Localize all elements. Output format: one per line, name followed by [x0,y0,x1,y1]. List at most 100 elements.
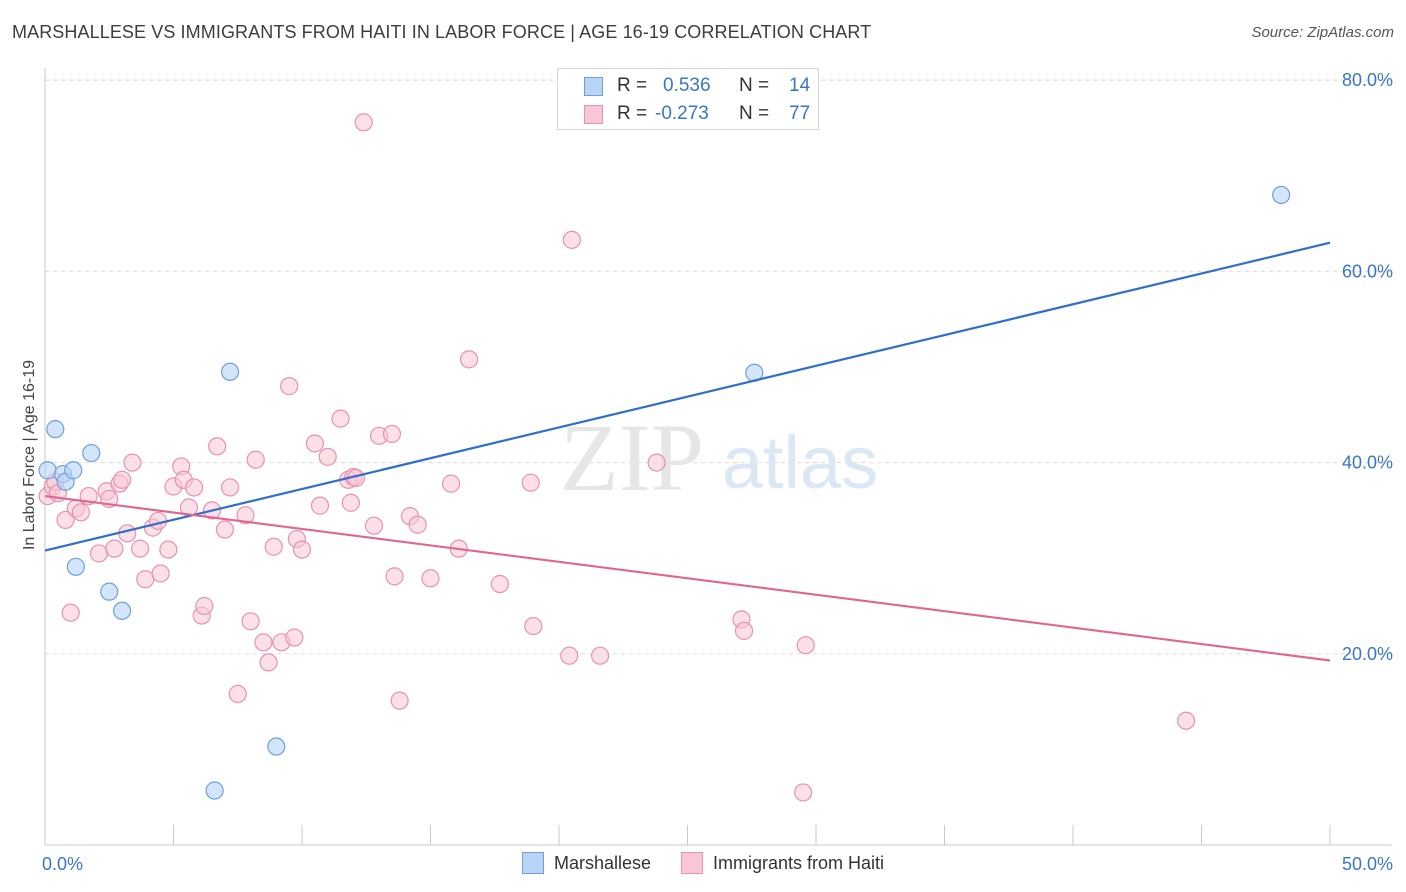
legend-swatch-haiti [584,104,603,124]
data-point-haiti [259,653,278,672]
legend-label-haiti: Immigrants from Haiti [713,852,885,873]
legend-n-value: 77 [789,103,811,124]
data-point-haiti [560,646,579,665]
legend-item-marshallese: Marshallese [521,852,651,874]
x-tick-label-end: 50.0% [1342,854,1393,874]
data-point-haiti [220,478,240,497]
data-point-haiti [292,540,312,559]
data-point-haiti [89,544,109,563]
legend-label-marshallese: Marshallese [553,852,651,873]
data-point-haiti [215,520,234,539]
legend-n-label: N = [739,75,770,96]
data-point-marshallese [100,582,119,601]
data-point-haiti [310,496,330,515]
legend-r-value: -0.273 [655,103,709,124]
data-point-haiti [421,569,440,588]
legend-r-value: 0.536 [663,75,711,96]
data-point-haiti [208,437,227,456]
legend-r-label: R = [617,103,648,124]
data-point-marshallese [112,601,132,620]
data-point-haiti [61,603,80,622]
data-point-haiti [228,684,247,704]
data-point-haiti [354,113,373,132]
data-point-haiti [246,450,265,469]
data-point-haiti [331,409,350,428]
data-point-haiti [562,230,581,249]
data-point-haiti [796,636,815,655]
data-point-haiti [285,628,304,647]
data-point-haiti [136,570,155,589]
data-point-haiti [112,470,132,489]
data-point-marshallese [267,737,286,756]
legend-item-haiti: Immigrants from Haiti [681,852,884,874]
data-point-haiti [280,377,299,396]
data-point-haiti [241,612,260,631]
trend-lines [44,241,1331,662]
y-tick-label: 80.0% [1342,70,1393,90]
data-point-haiti [441,474,461,493]
data-point-haiti [382,424,402,444]
data-point-haiti [1176,711,1196,730]
data-point-marshallese [46,420,65,439]
source-label: Source: ZipAtlas.com [1251,24,1394,41]
data-point-marshallese [205,781,224,800]
data-point-haiti [591,646,610,665]
y-tick-label: 20.0% [1342,644,1393,664]
data-point-haiti [647,453,666,472]
data-point-haiti [159,540,178,559]
data-point-haiti [195,596,214,616]
data-point-haiti [318,447,337,466]
tick-labels: 20.0% 40.0% 60.0% 80.0% 0.0% 50.0% [42,70,1393,874]
data-point-haiti [408,515,427,534]
legend-swatch-haiti [681,852,703,874]
data-point-haiti [236,506,255,525]
data-point-haiti [524,616,543,636]
legend-swatch-marshallese [521,852,544,874]
data-point-haiti [364,516,384,535]
x-tick-label-start: 0.0% [42,854,83,874]
data-point-marshallese [38,461,57,480]
data-point-haiti [305,434,324,453]
legend-n-label: N = [739,103,770,124]
data-point-marshallese [64,461,83,480]
series-legend: Marshallese Immigrants from Haiti [0,852,1406,874]
axes [44,68,1392,846]
series-marshallese-points [38,185,1291,800]
legend-row-marshallese: R = 0.536 N = 14 [584,73,810,99]
stats-legend: R = 0.536 N = 14 R = -0.273 N = 77 [557,68,819,130]
trend-line-haiti [44,494,1331,662]
data-point-haiti [151,564,170,583]
legend-r-label: R = [617,75,648,96]
data-point-haiti [521,473,540,492]
data-point-haiti [341,493,360,512]
y-tick-label: 60.0% [1342,261,1393,281]
watermark-atlas: atlas [722,421,878,504]
watermark: ZIP atlas [560,404,878,511]
chart-title: MARSHALLESE VS IMMIGRANTS FROM HAITI IN … [12,22,872,42]
grid-lines [45,79,1392,655]
data-point-haiti [794,783,813,802]
legend-swatch-marshallese [584,76,603,96]
data-point-haiti [71,503,91,522]
data-point-haiti [490,574,509,594]
data-point-marshallese [82,443,101,463]
data-point-haiti [123,453,142,472]
legend-n-value: 14 [789,75,811,96]
data-point-haiti [56,510,75,530]
data-point-haiti [264,537,283,556]
legend-row-haiti: R = -0.273 N = 77 [584,101,810,127]
data-point-haiti [390,691,409,710]
data-point-marshallese [66,557,85,576]
data-point-haiti [459,350,479,369]
data-point-marshallese [220,362,240,381]
y-tick-label: 40.0% [1342,453,1393,473]
data-point-haiti [385,567,404,586]
data-point-haiti [734,621,754,640]
data-point-marshallese [1272,185,1291,205]
data-point-haiti [254,633,273,652]
data-point-haiti [130,539,150,558]
trend-line-marshallese [44,241,1331,552]
watermark-zip: ZIP [560,404,704,511]
data-point-haiti [184,478,204,497]
